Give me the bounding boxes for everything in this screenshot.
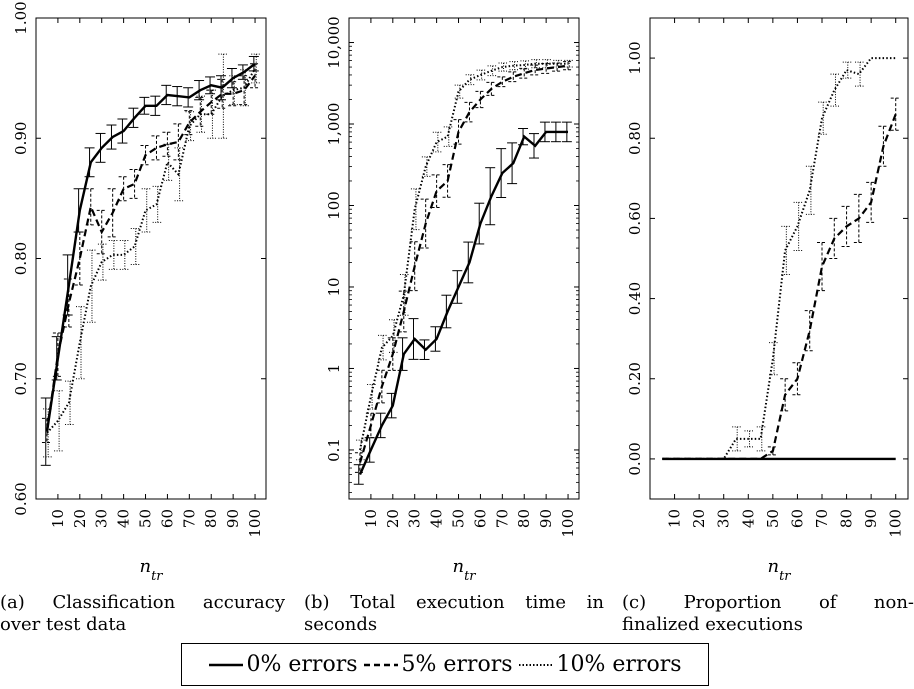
x-tick-label: 10 xyxy=(666,509,684,528)
series-line-dotted xyxy=(46,68,256,434)
series-dashed xyxy=(354,61,574,473)
x-tick-label: 90 xyxy=(224,509,242,528)
x-tick-label: 10 xyxy=(362,509,380,528)
x-tick-label: 90 xyxy=(862,509,880,528)
y-tick-label: 10,000 xyxy=(325,16,343,68)
y-tick-label: 1 xyxy=(325,364,343,374)
caption-b-line2: seconds xyxy=(304,614,378,635)
series-dotted xyxy=(662,57,896,460)
plot-frame xyxy=(348,17,580,500)
x-tick-label: 80 xyxy=(838,509,856,528)
caption-a-line2: over test data xyxy=(0,614,127,635)
plot-a-classification-accuracy: 0.60 0.70 0.80 0.90 1.00 10 20 30 40 50 60 70 80 90 10… xyxy=(12,1,267,584)
x-tick-label: 40 xyxy=(428,509,446,528)
x-tick-label: 70 xyxy=(813,509,831,528)
x-tick-label: 90 xyxy=(537,509,555,528)
plot-frame xyxy=(35,17,267,500)
legend-item-1: 5% errors xyxy=(363,652,513,677)
series-line-dotted xyxy=(359,62,568,451)
series-dotted xyxy=(43,53,262,458)
legend-dotted-line-icon xyxy=(518,663,553,666)
legend-item-0: 0% errors xyxy=(208,652,358,677)
series-dotted xyxy=(356,59,575,461)
x-tick-label: 60 xyxy=(471,509,489,528)
series-dashed xyxy=(41,63,261,443)
series-line-dashed xyxy=(45,75,256,431)
series-line-solid xyxy=(45,62,256,432)
plot-c-non-finalized: 0.00 0.20 0.40 0.60 0.80 1.00 10 20 30 40 50 60 70 80… xyxy=(626,17,909,584)
caption-c-line1: (c) Proportion of non- xyxy=(622,592,914,613)
legend-label-0: 0% errors xyxy=(246,652,358,677)
legend-dashed-line-icon xyxy=(363,663,398,666)
y-tick-label: 0.00 xyxy=(626,442,644,475)
y-tick-label: 100 xyxy=(325,191,343,220)
x-axis-title: ntr xyxy=(767,556,791,584)
caption-c-line2: finalized executions xyxy=(622,614,804,635)
series-line-dashed xyxy=(662,113,897,460)
x-tick-label: 70 xyxy=(493,509,511,528)
caption-a: (a) Classification accuracy over test da… xyxy=(0,592,285,636)
series-line-dashed xyxy=(358,64,569,463)
y-tick-label: 0.70 xyxy=(12,362,30,395)
x-tick-label: 100 xyxy=(246,509,264,538)
x-tick-label: 60 xyxy=(158,509,176,528)
y-tick-label: 0.90 xyxy=(12,122,30,155)
x-tick-label: 30 xyxy=(715,509,733,528)
y-tick-label: 0.80 xyxy=(626,122,644,155)
caption-b: (b) Total execution time in seconds xyxy=(304,592,604,636)
legend: 0% errors 5% errors 10% errors xyxy=(181,643,709,686)
y-tick-label: 0.60 xyxy=(12,482,30,515)
series-line-dotted xyxy=(662,57,896,460)
y-tick-label: 0.80 xyxy=(12,242,30,275)
y-tick-label: 0.20 xyxy=(626,362,644,395)
x-tick-label: 80 xyxy=(515,509,533,528)
x-tick-label: 10 xyxy=(49,509,67,528)
x-tick-label: 70 xyxy=(180,509,198,528)
x-axis-title: ntr xyxy=(139,556,163,584)
x-tick-label: 50 xyxy=(450,509,468,528)
series-solid xyxy=(40,55,259,466)
x-tick-label: 20 xyxy=(71,509,89,528)
legend-item-2: 10% errors xyxy=(518,652,682,677)
caption-b-line1: (b) Total execution time in xyxy=(304,592,604,613)
x-tick-label: 80 xyxy=(202,509,220,528)
y-tick-label: 10 xyxy=(325,277,343,296)
caption-a-line1: (a) Classification accuracy xyxy=(0,592,285,613)
y-tick-label: 0.40 xyxy=(626,282,644,315)
x-axis-title: ntr xyxy=(452,556,476,584)
x-tick-label: 40 xyxy=(739,509,757,528)
series-line-solid xyxy=(358,130,568,475)
x-tick-label: 40 xyxy=(115,509,133,528)
y-tick-label: 0.1 xyxy=(325,438,343,462)
x-tick-label: 50 xyxy=(137,509,155,528)
caption-c: (c) Proportion of non- finalized executi… xyxy=(622,592,914,636)
x-tick-label: 30 xyxy=(406,509,424,528)
x-tick-label: 100 xyxy=(559,509,577,538)
plot-frame xyxy=(649,17,909,500)
series-solid xyxy=(353,121,572,485)
x-tick-label: 60 xyxy=(788,509,806,528)
x-tick-label: 30 xyxy=(93,509,111,528)
y-tick-label: 1.00 xyxy=(12,1,30,34)
legend-solid-line-icon xyxy=(208,663,243,666)
y-tick-label: 1,000 xyxy=(325,103,343,146)
series-dashed xyxy=(662,97,901,460)
x-tick-label: 20 xyxy=(690,509,708,528)
y-tick-label: 0.60 xyxy=(626,202,644,235)
x-tick-label: 20 xyxy=(384,509,402,528)
legend-label-1: 5% errors xyxy=(401,652,513,677)
x-tick-label: 100 xyxy=(887,509,905,538)
legend-label-2: 10% errors xyxy=(556,652,682,677)
x-tick-label: 50 xyxy=(764,509,782,528)
y-tick-label: 1.00 xyxy=(626,41,644,74)
